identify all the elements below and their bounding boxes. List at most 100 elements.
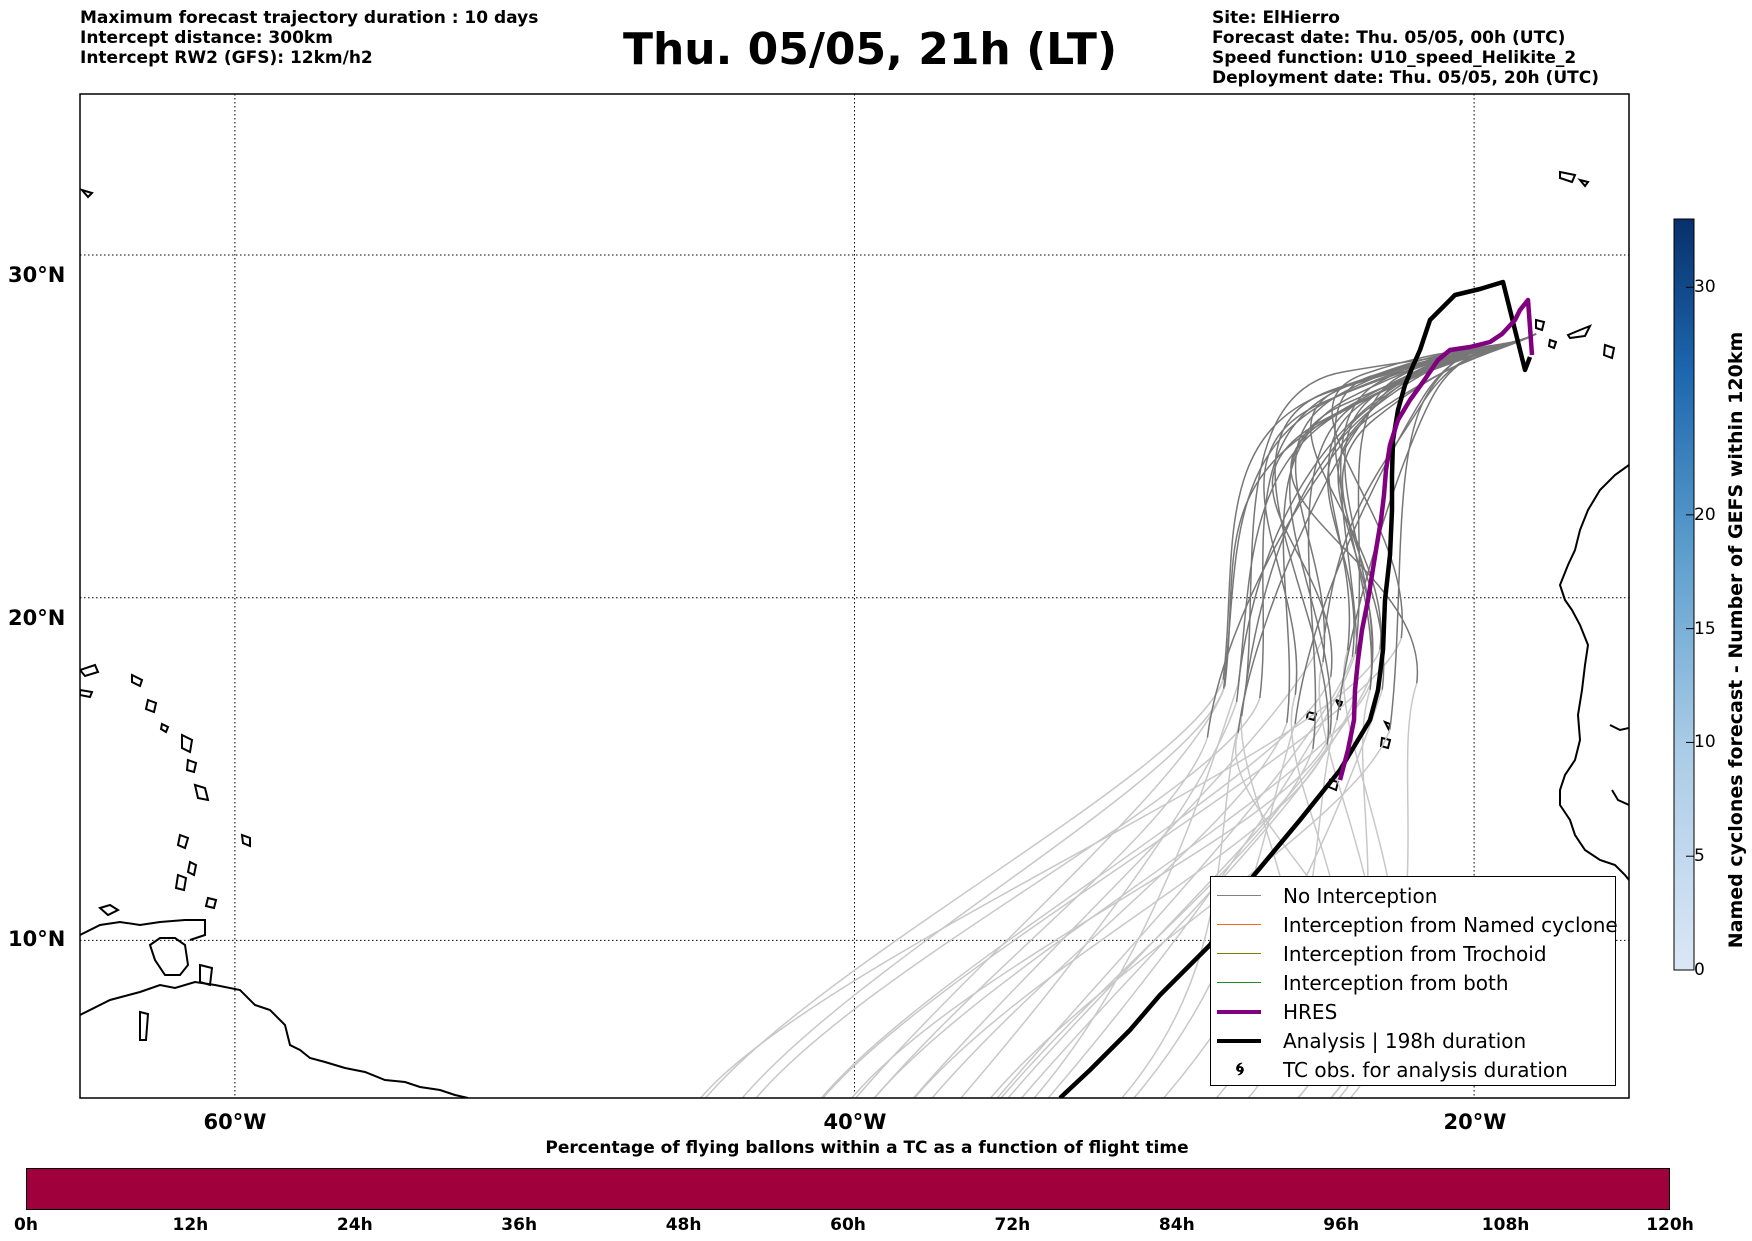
header-line: Intercept distance: 300km <box>80 28 333 48</box>
coast-island <box>174 873 188 892</box>
coast-south-america <box>80 980 469 1098</box>
legend: No Interception Interception from Named … <box>1210 876 1618 1086</box>
trajectory-line <box>1007 674 1372 1098</box>
coast-island <box>80 663 100 678</box>
trajectory-line <box>1259 333 1537 699</box>
trajectory-line <box>873 682 1372 1098</box>
legend-label: TC obs. for analysis duration <box>1283 1057 1568 1082</box>
trajectory-line <box>960 701 1238 1098</box>
legend-item-hres: HRES <box>1211 997 1615 1026</box>
header-line: Maximum forecast trajectory duration : 1… <box>80 8 539 28</box>
trajectory-line <box>1000 748 1314 1098</box>
trajectory-line <box>822 637 1402 1098</box>
legend-item-both: Interception from both <box>1211 968 1615 997</box>
time-bar-title: Percentage of flying ballons within a TC… <box>545 1138 1189 1158</box>
time-tick: 120h <box>1646 1215 1694 1235</box>
trajectory-line <box>1033 682 1240 1098</box>
trajectory-line <box>1235 333 1537 702</box>
legend-item-named-cyclone: Interception from Named cyclone <box>1211 910 1618 939</box>
colorbar-tick-10: 10 <box>1694 732 1716 753</box>
header-line: Site: ElHierro <box>1212 8 1340 28</box>
coast-island <box>1535 318 1546 332</box>
coast-island <box>1559 170 1577 184</box>
coast-island <box>204 896 218 910</box>
colorbar-tick-5: 5 <box>1694 846 1705 867</box>
legend-swatch <box>1217 1009 1261 1014</box>
time-tick: 12h <box>172 1215 209 1235</box>
map-frame <box>79 93 1630 1099</box>
time-tick: 96h <box>1323 1215 1360 1235</box>
coast-island <box>1577 178 1590 188</box>
trajectory-line <box>1341 333 1537 690</box>
time-tick: 60h <box>830 1215 866 1235</box>
header-info-right: Site: ElHierro Forecast date: Thu. 05/05… <box>1212 8 1599 88</box>
coast-africa-inlet <box>1611 789 1629 806</box>
lat-tick-30n: 30°N <box>8 263 66 287</box>
legend-swatch <box>1217 924 1261 925</box>
coast-island <box>131 673 144 688</box>
time-tick: 72h <box>994 1215 1031 1235</box>
legend-label: Interception from Named cyclone <box>1283 912 1618 937</box>
coast-venezuela-north <box>80 919 206 941</box>
legend-item-no-interception: No Interception <box>1211 881 1615 910</box>
header-info-left: Maximum forecast trajectory duration : 1… <box>80 8 538 68</box>
time-percentage-bar <box>26 1168 1670 1210</box>
legend-label: Analysis | 198h duration <box>1283 1028 1527 1053</box>
colorbar-tick-20: 20 <box>1694 504 1716 525</box>
header-line: Forecast date: Thu. 05/05, 00h (UTC) <box>1212 28 1566 48</box>
time-tick: 108h <box>1481 1215 1530 1235</box>
main-title: Thu. 05/05, 21h (LT) <box>622 24 1118 75</box>
trajectory-line <box>820 676 1332 1098</box>
coast-island <box>181 733 194 754</box>
colorbar <box>1673 218 1695 971</box>
legend-item-analysis: Analysis | 198h duration <box>1211 1026 1615 1055</box>
coast-island <box>80 688 94 699</box>
trajectory-line <box>755 697 1261 1098</box>
colorbar-tick-15: 15 <box>1694 618 1716 639</box>
coast-trinidad <box>148 937 190 976</box>
coast-island <box>1566 324 1593 340</box>
trajectories-late <box>700 632 1418 1098</box>
trajectory-line <box>1047 653 1356 1098</box>
legend-label: Interception from Trochoid <box>1283 941 1547 966</box>
colorbar-tick-marks <box>1686 286 1694 971</box>
lat-tick-10n: 10°N <box>8 927 66 951</box>
legend-swatch <box>1217 982 1261 983</box>
legend-swatch <box>1217 1038 1261 1043</box>
time-tick: 36h <box>501 1215 538 1235</box>
trajectory-line <box>855 686 1226 1098</box>
coast-island <box>199 963 214 987</box>
lat-tick-20n: 20°N <box>8 606 66 630</box>
coast-island <box>176 833 190 850</box>
coast-island <box>159 722 170 734</box>
coast-cape-verde <box>1379 736 1392 750</box>
legend-item-trochoid: Interception from Trochoid <box>1211 939 1615 968</box>
colorbar-tick-0: 0 <box>1694 960 1705 980</box>
coast-africa <box>1558 464 1629 881</box>
header-line: Speed function: U10_speed_Helikite_2 <box>1212 48 1577 68</box>
coast-island <box>97 903 121 917</box>
hres-trajectory <box>1337 297 1535 781</box>
lon-tick-60w: 60°W <box>203 1110 267 1134</box>
trajectory-line <box>741 688 1225 1098</box>
legend-item-tc-obs: 🌀︎ TC obs. for analysis duration <box>1211 1055 1615 1084</box>
trajectory-line <box>931 722 1288 1098</box>
coast-island <box>139 1010 150 1041</box>
header-line: Intercept RW2 (GFS): 12km/h2 <box>80 48 373 68</box>
coast-island <box>185 758 198 774</box>
header-line: Deployment date: Thu. 05/05, 20h (UTC) <box>1212 68 1599 88</box>
trajectory-line <box>705 679 1224 1098</box>
trajectory-line <box>851 734 1331 1098</box>
trajectory-line <box>913 632 1326 1098</box>
time-tick: 48h <box>665 1215 702 1235</box>
cyclone-symbol-icon: 🌀︎ <box>1235 1059 1245 1080</box>
time-tick: 0h <box>14 1215 38 1235</box>
coast-cape-verde <box>1305 710 1318 722</box>
time-tick: 24h <box>336 1215 373 1235</box>
legend-label: No Interception <box>1283 883 1438 908</box>
time-tick: 84h <box>1158 1215 1195 1235</box>
coast-island <box>186 860 198 877</box>
trajectories-no-interception <box>1206 333 1537 749</box>
colorbar-tick-30: 30 <box>1694 277 1716 298</box>
coastlines <box>80 170 1629 1098</box>
